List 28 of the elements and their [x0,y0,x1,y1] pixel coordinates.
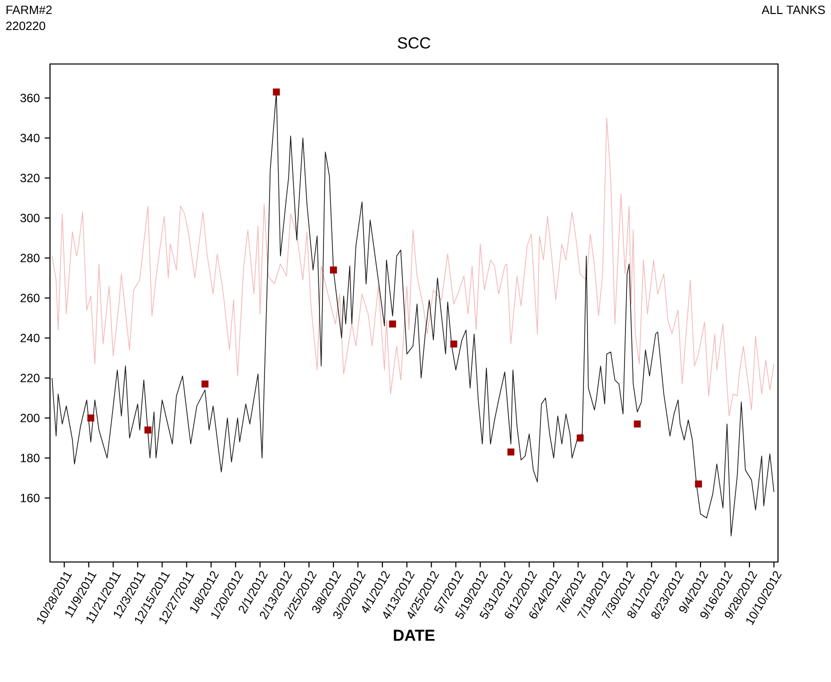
point [576,434,584,442]
y-tick-label: 280 [20,254,40,262]
y-tick-label: 360 [20,94,40,102]
y-tick-label: 240 [20,334,40,342]
point [695,480,702,488]
point [272,88,280,96]
point [330,266,337,274]
text: 220220 [6,22,46,30]
point [450,340,458,348]
y-tick-label: 200 [20,414,40,422]
line-series [52,118,774,416]
point [87,414,94,422]
point [144,426,152,434]
text: FARM#2 [6,6,52,14]
y-tick-label: 180 [20,454,40,462]
y-tick-label: 260 [20,294,40,302]
text: ALL TANKS [762,6,825,14]
y-tick-label: 320 [20,174,40,182]
y-tick-label: 300 [20,214,40,222]
y-tick-label: 160 [20,494,40,502]
y-tick-label: 220 [20,374,40,382]
y-tick-label: 340 [20,134,40,142]
point [507,448,514,456]
point [634,420,641,428]
chart-title: SCC [398,37,430,49]
x-axis-title: DATE [394,630,435,641]
point [389,320,396,328]
point [202,380,208,388]
